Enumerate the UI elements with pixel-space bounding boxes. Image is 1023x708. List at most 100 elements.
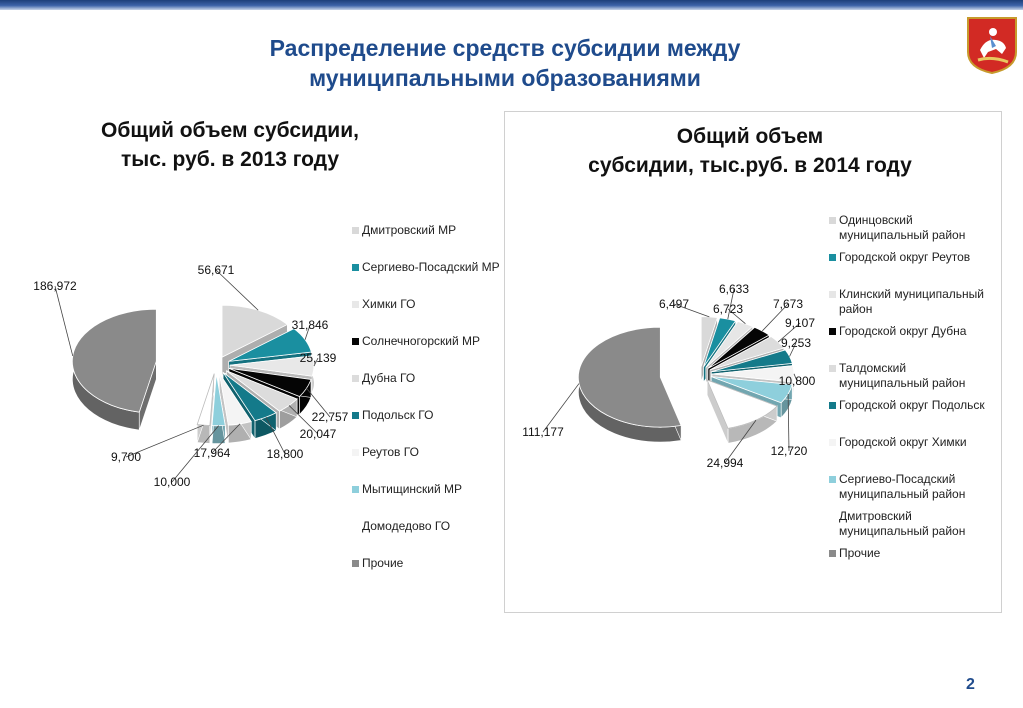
legend-swatch <box>352 375 359 382</box>
legend-label: Дмитровский МР <box>362 223 457 237</box>
legend-swatch <box>829 513 836 520</box>
legend-swatch <box>829 550 836 557</box>
leader-line <box>54 285 74 357</box>
legend-swatch <box>352 412 359 419</box>
pie-slice <box>71 308 157 431</box>
legend-swatch <box>352 560 359 567</box>
legend-label: Сергиево-Посадский МР <box>362 260 500 274</box>
legend-label: Прочие <box>839 546 881 560</box>
chart2-legend: Одинцовский муниципальный район Городской… <box>829 213 994 573</box>
legend-label: Городской округ Дубна <box>839 324 967 338</box>
chart1-title: Общий объем субсидии, тыс. руб. в 2013 г… <box>60 116 400 174</box>
page-title-line1: Распределение средств субсидии между <box>269 35 741 61</box>
legend-swatch <box>829 439 836 446</box>
legend-swatch <box>829 291 836 298</box>
chart2-title-line1: Общий объем <box>676 125 824 148</box>
leader-line <box>265 416 286 455</box>
data-label: 9,700 <box>111 450 141 464</box>
top-accent-bar <box>0 0 1023 10</box>
page-number: 2 <box>966 676 975 693</box>
pie-slice <box>211 373 226 445</box>
legend-label: Мытищинский МР <box>362 482 463 496</box>
leader-line <box>724 419 757 464</box>
legend-swatch <box>352 523 359 530</box>
data-label: 9,253 <box>781 336 811 350</box>
legend-label: Одинцовский муниципальный район <box>839 213 966 242</box>
leader-line <box>542 383 580 433</box>
pie-slice <box>219 372 252 444</box>
chart1-legend: Дмитровский МР Сергиево-Посадский МР Химки… <box>352 223 502 583</box>
data-label: 7,673 <box>773 297 803 311</box>
data-label: 9,107 <box>785 316 815 330</box>
leader-line <box>215 269 259 311</box>
data-label: 12,720 <box>771 444 808 458</box>
chart2-title: Общий объем субсидии, тыс.руб. в 2014 го… <box>540 122 960 180</box>
legend-label: Сергиево-Посадский муниципальный район <box>839 472 966 501</box>
leader-line <box>789 342 797 357</box>
legend-swatch <box>352 486 359 493</box>
data-label: 56,671 <box>198 263 235 277</box>
legend-label: Дубна ГО <box>362 371 416 385</box>
legend-swatch <box>829 217 836 224</box>
leader-line <box>125 424 204 458</box>
data-label: 24,994 <box>707 456 744 470</box>
leader-line <box>777 322 801 343</box>
data-label: 10,800 <box>779 374 816 388</box>
legend-swatch <box>352 227 359 234</box>
leader-line <box>787 394 790 452</box>
leader-line <box>761 303 789 332</box>
data-label: 10,000 <box>154 475 191 489</box>
legend-label: Подольск ГО <box>362 408 434 422</box>
leader-line <box>313 357 319 367</box>
legend-swatch <box>352 338 359 345</box>
leader-line <box>673 303 710 318</box>
data-label: 6,497 <box>659 297 689 311</box>
data-label: 111,177 <box>522 425 564 439</box>
data-label: 20,047 <box>300 427 337 441</box>
legend-label: Клинский муниципальный район <box>839 287 984 316</box>
page-title-line2: муниципальными образованиями <box>309 65 701 91</box>
legend-label: Талдомский муниципальный район <box>839 361 966 390</box>
legend-swatch <box>352 264 359 271</box>
legend-label: Городской округ Реутов <box>839 250 971 264</box>
legend-label: Химки ГО <box>362 297 416 311</box>
legend-label: Городской округ Подольск <box>839 398 985 412</box>
leader-line <box>727 288 735 320</box>
chart2-title-line2: субсидии, тыс.руб. в 2014 году <box>588 154 912 177</box>
legend-swatch <box>829 254 836 261</box>
legend-swatch <box>829 365 836 372</box>
leader-line <box>793 373 798 382</box>
legend-swatch <box>829 328 836 335</box>
legend-label: Солнечногорский МР <box>362 334 480 348</box>
legend-swatch <box>352 449 359 456</box>
leader-line <box>304 324 311 340</box>
legend-swatch <box>829 476 836 483</box>
coat-of-arms-logo <box>967 17 1017 74</box>
legend-swatch <box>829 402 836 409</box>
legend-label: Прочие <box>362 556 404 570</box>
pie-slice <box>577 326 682 443</box>
data-label: 18,800 <box>267 447 304 461</box>
legend-label: Реутов ГО <box>362 445 419 459</box>
data-label: 25,139 <box>300 351 337 365</box>
legend-label: Домодедово ГО <box>362 519 451 533</box>
chart1-title-line1: Общий объем субсидии, <box>101 119 359 142</box>
legend-swatch <box>352 301 359 308</box>
data-label: 186,972 <box>33 279 77 293</box>
legend-label: Городской округ Химки <box>839 435 967 449</box>
data-label: 6,723 <box>713 302 743 316</box>
chart1-title-line2: тыс. руб. в 2013 году <box>120 148 340 171</box>
leader-line <box>306 388 331 418</box>
data-label: 31,846 <box>292 318 329 332</box>
data-label: 6,633 <box>719 282 749 296</box>
data-label: 17,964 <box>194 446 231 460</box>
leader-line <box>171 425 219 483</box>
legend-label: Дмитровский муниципальный район <box>839 509 966 538</box>
leader-line <box>211 423 241 454</box>
pie-slice <box>196 373 215 444</box>
leader-line <box>288 405 319 435</box>
data-label: 22,757 <box>312 410 349 424</box>
leader-line <box>727 308 746 325</box>
